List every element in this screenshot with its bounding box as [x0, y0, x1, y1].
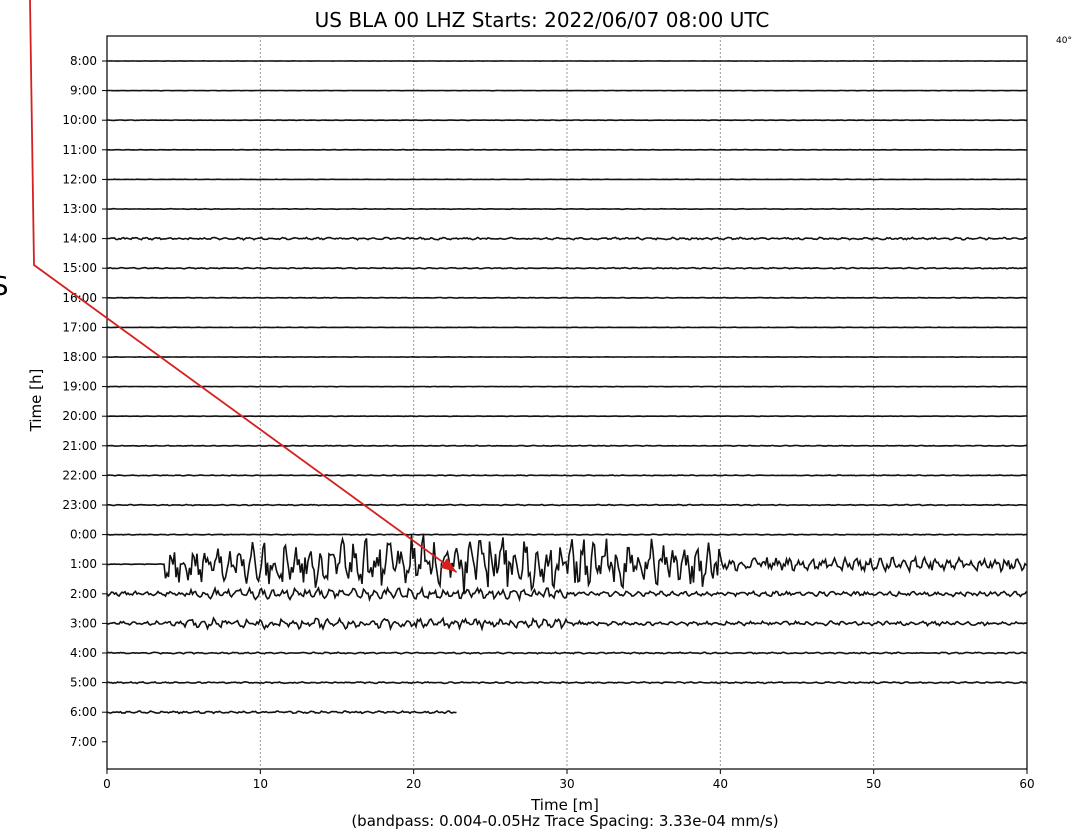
y-tick-label: 10:00 — [62, 113, 97, 127]
annotation-arrow-line — [29, 0, 458, 573]
y-tick-label: 6:00 — [70, 705, 97, 719]
trace-14-00 — [106, 236, 1027, 241]
y-tick-label: 1:00 — [70, 557, 97, 571]
trace-4-00 — [106, 651, 1027, 655]
y-tick-label: 14:00 — [62, 232, 97, 246]
trace-2-00 — [106, 585, 1028, 603]
y-tick-label: 2:00 — [70, 587, 97, 601]
y-tick-label: 8:00 — [70, 54, 97, 68]
chart-title: US BLA 00 LHZ Starts: 2022/06/07 08:00 U… — [314, 8, 770, 32]
y-tick-label: 12:00 — [62, 172, 97, 186]
y-tick-label: 7:00 — [70, 735, 97, 749]
trace-21-00 — [106, 444, 1027, 448]
x-axis-label: Time [m] — [531, 796, 599, 814]
y-tick-label: 11:00 — [62, 143, 97, 157]
y-tick-label: 19:00 — [62, 380, 97, 394]
trace-15-00 — [107, 266, 1027, 270]
trace-22-00 — [106, 474, 1027, 477]
side-letter: S — [0, 272, 9, 302]
chart-subtitle: (bandpass: 0.004-0.05Hz Trace Spacing: 3… — [351, 812, 779, 830]
x-tick-label: 40 — [713, 777, 728, 791]
trace-1-00 — [106, 533, 1028, 595]
x-tick-label: 30 — [559, 777, 574, 791]
annotation-arrow-head — [440, 557, 457, 573]
y-tick-label: 23:00 — [62, 498, 97, 512]
y-tick-label: 4:00 — [70, 646, 97, 660]
x-tick-label: 60 — [1019, 777, 1034, 791]
x-tick-label: 10 — [253, 777, 268, 791]
x-tick-label: 0 — [103, 777, 111, 791]
trace-6-00 — [106, 709, 457, 715]
x-tick-label: 50 — [866, 777, 881, 791]
y-tick-label: 0:00 — [70, 528, 97, 542]
y-tick-label: 21:00 — [62, 439, 97, 453]
y-tick-label: 9:00 — [70, 84, 97, 98]
y-tick-label: 15:00 — [62, 261, 97, 275]
y-tick-label: 22:00 — [62, 468, 97, 482]
trace-5-00 — [106, 680, 1027, 685]
y-tick-label: 18:00 — [62, 350, 97, 364]
trace-23-00 — [106, 503, 1027, 507]
corner-note: 40° — [1056, 36, 1072, 46]
y-tick-label: 20:00 — [62, 409, 97, 423]
trace-0-00 — [106, 533, 1027, 536]
trace-13-00 — [107, 207, 1027, 211]
y-tick-label: 13:00 — [62, 202, 97, 216]
trace-16-00 — [107, 296, 1027, 299]
y-tick-label: 17:00 — [62, 320, 97, 334]
x-tick-label: 20 — [406, 777, 421, 791]
y-axis-label: Time [h] — [27, 368, 45, 432]
y-tick-label: 5:00 — [70, 676, 97, 690]
trace-3-00 — [106, 616, 1027, 632]
y-tick-label: 3:00 — [70, 616, 97, 630]
